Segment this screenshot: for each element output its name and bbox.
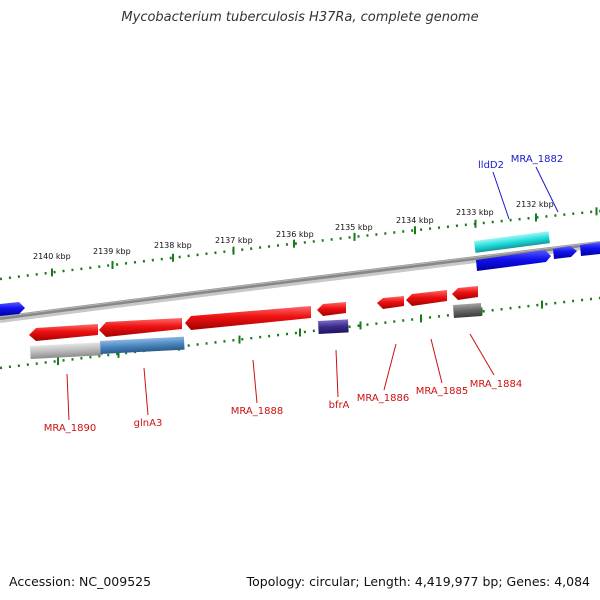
footer-summary: Topology: circular; Length: 4,419,977 bp… bbox=[246, 574, 590, 589]
tick-label-2132: 2132 kbp bbox=[516, 200, 554, 209]
gene-arrow-bfrA[interactable] bbox=[317, 302, 346, 316]
gene-arrow-MRA_1886[interactable] bbox=[377, 296, 404, 309]
tick-label-2133: 2133 kbp bbox=[456, 208, 494, 217]
leader-lines bbox=[66, 166, 559, 421]
feature-bar-cyan bbox=[474, 231, 550, 253]
leader-line-bfrA bbox=[335, 349, 339, 398]
tick-label-2137: 2137 kbp bbox=[215, 236, 253, 245]
gene-arrow-MRA_1885[interactable] bbox=[406, 290, 447, 306]
gene-labels: lldD2 MRA_1882 MRA_1890 glnA3 MRA_1888 b… bbox=[44, 154, 563, 434]
gene-label-MRA_1884[interactable]: MRA_1884 bbox=[470, 379, 522, 390]
backbone-highlight bbox=[0, 241, 600, 318]
gene-label-MRA_1882[interactable]: MRA_1882 bbox=[511, 154, 563, 165]
gene-label-lldD2[interactable]: lldD2 bbox=[478, 160, 504, 171]
leader-line-glnA3 bbox=[143, 367, 149, 416]
tick-label-2138: 2138 kbp bbox=[154, 241, 192, 250]
tick-label-2134: 2134 kbp bbox=[396, 216, 434, 225]
leader-line-MRA_1882 bbox=[535, 166, 559, 213]
gene-arrow-MRA_1882[interactable] bbox=[553, 246, 577, 259]
tick-label-2135: 2135 kbp bbox=[335, 223, 373, 232]
backbone bbox=[0, 241, 600, 320]
tick-label-2140: 2140 kbp bbox=[33, 252, 71, 261]
footer-accession: Accession: NC_009525 bbox=[9, 574, 152, 589]
forward-strand-genes bbox=[0, 231, 600, 316]
leader-line-MRA_1884 bbox=[469, 333, 495, 376]
upper-major-ticks bbox=[51, 207, 598, 277]
feature-bars bbox=[30, 303, 482, 359]
leader-line-MRA_1885 bbox=[430, 338, 443, 384]
kbp-tick-labels: 2140 kbp 2139 kbp 2138 kbp 2137 kbp 2136… bbox=[33, 200, 554, 261]
gene-label-MRA_1888[interactable]: MRA_1888 bbox=[231, 406, 283, 417]
gene-arrow-glnA3[interactable] bbox=[99, 318, 182, 337]
feature-bar-steelblue bbox=[99, 336, 185, 354]
gene-arrow-MRA_1890[interactable] bbox=[29, 324, 98, 341]
gene-arrow-MRA_1888[interactable] bbox=[185, 306, 311, 330]
gene-arrow-forward-partial[interactable] bbox=[580, 242, 600, 256]
gene-arrow-lldD2[interactable] bbox=[476, 250, 551, 271]
feature-bar-navy bbox=[318, 319, 349, 334]
gene-label-MRA_1886[interactable]: MRA_1886 bbox=[357, 393, 409, 404]
leader-line-lldD2 bbox=[492, 171, 510, 220]
gene-label-bfrA[interactable]: bfrA bbox=[329, 400, 350, 411]
gene-arrow-MRA_1884[interactable] bbox=[452, 286, 478, 300]
leader-line-MRA_1886 bbox=[383, 343, 397, 391]
gene-label-glnA3[interactable]: glnA3 bbox=[134, 418, 163, 429]
feature-bar-gray bbox=[453, 303, 482, 318]
gene-label-MRA_1885[interactable]: MRA_1885 bbox=[416, 386, 468, 397]
gene-label-MRA_1890[interactable]: MRA_1890 bbox=[44, 423, 96, 434]
leader-line-MRA_1890 bbox=[66, 373, 70, 421]
reverse-strand-genes bbox=[29, 286, 478, 341]
tick-label-2139: 2139 kbp bbox=[93, 247, 131, 256]
feature-bar-light-gray bbox=[30, 342, 103, 359]
leader-line-MRA_1888 bbox=[252, 359, 258, 404]
gene-arrow-forward-left-partial[interactable] bbox=[0, 302, 25, 316]
map-title: Mycobacterium tuberculosis H37Ra, comple… bbox=[121, 10, 479, 25]
tick-label-2136: 2136 kbp bbox=[276, 230, 314, 239]
